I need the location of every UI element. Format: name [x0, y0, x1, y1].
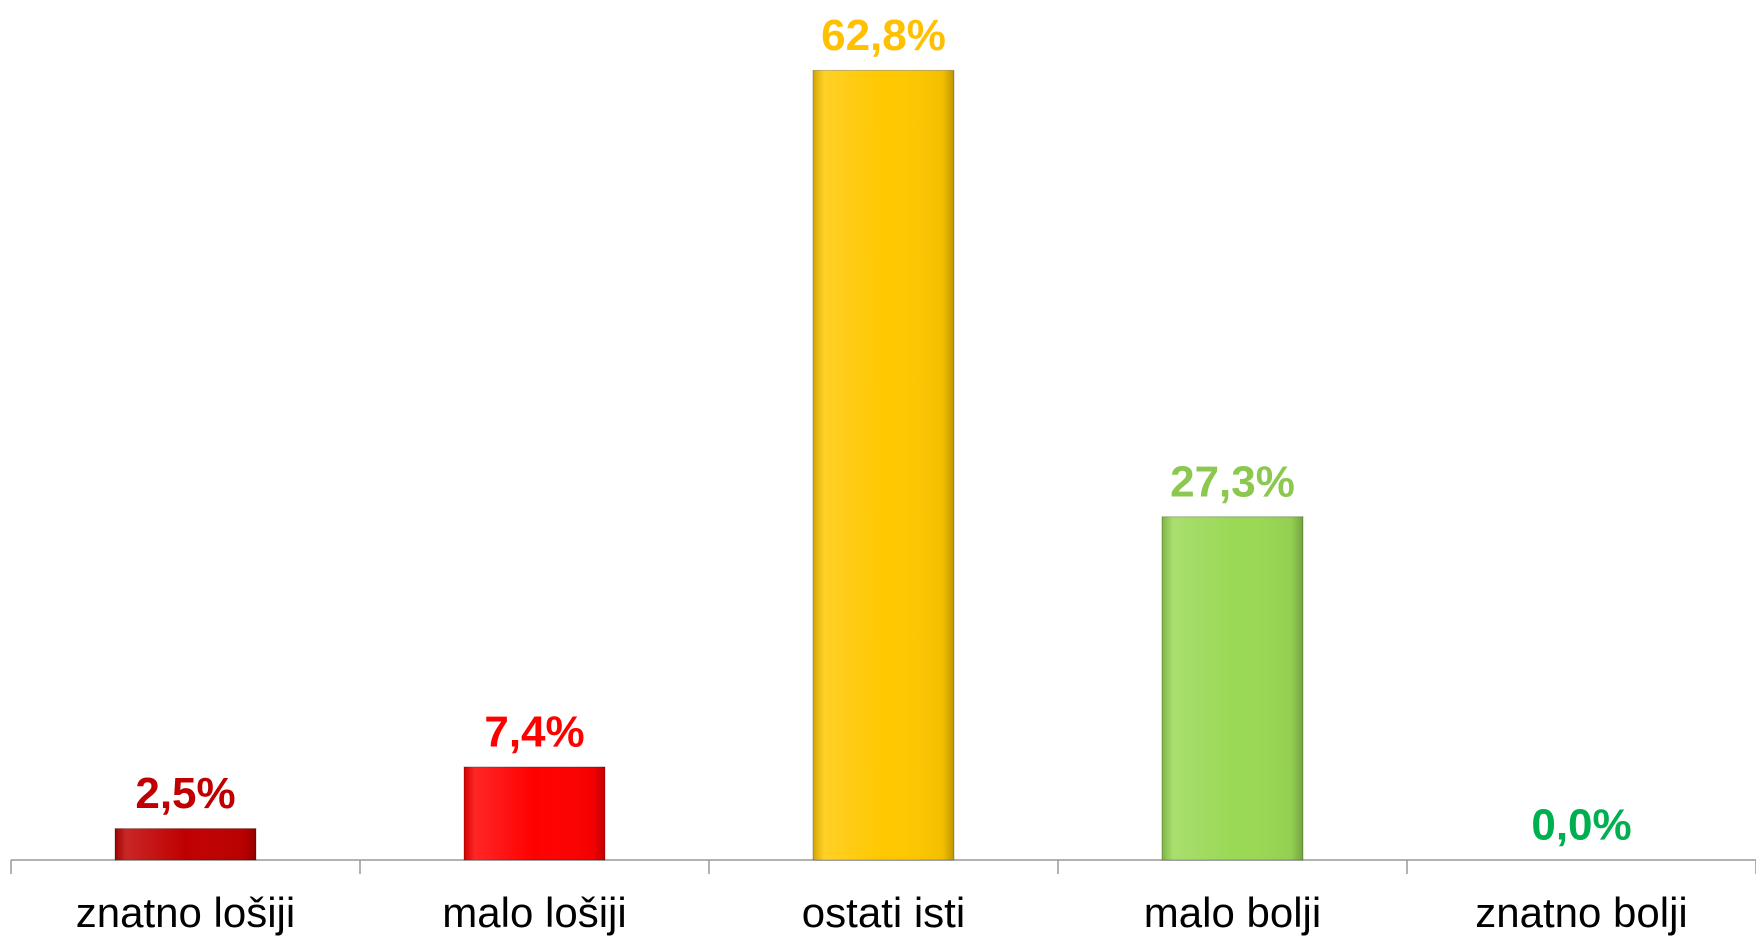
- value-label: 7,4%: [484, 708, 584, 757]
- x-tick-label: znatno lošiji: [76, 889, 295, 936]
- value-label: 62,8%: [821, 11, 946, 60]
- bar-shade: [464, 766, 605, 860]
- value-label: 27,3%: [1170, 457, 1295, 506]
- value-label: 2,5%: [135, 769, 235, 818]
- x-tick-label: malo bolji: [1144, 889, 1321, 936]
- value-label: 0,0%: [1531, 801, 1631, 850]
- x-tick-label: ostati isti: [802, 889, 965, 936]
- x-tick-label: znatno bolji: [1475, 889, 1687, 936]
- x-tick-label: malo lošiji: [442, 889, 626, 936]
- bar-shade: [813, 70, 954, 860]
- bar-shade: [115, 828, 256, 860]
- bar-shade: [1162, 516, 1303, 860]
